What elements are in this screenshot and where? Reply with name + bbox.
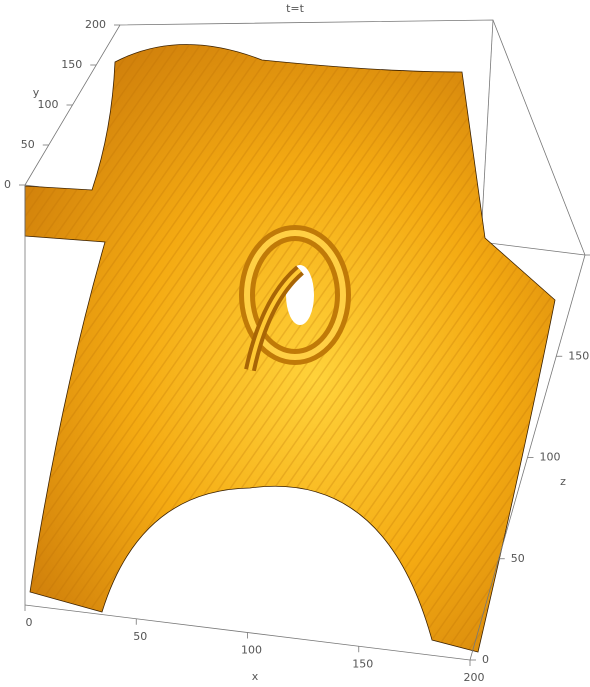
surface	[24, 44, 556, 653]
chart-title: t=t	[286, 2, 305, 15]
x-tick-label: 50	[133, 630, 147, 643]
z-tick-label: 150	[568, 349, 589, 362]
x-axis-label: x	[252, 670, 259, 683]
x-tick-label: 0	[26, 616, 33, 629]
y-axis-label: y	[33, 86, 40, 99]
z-tick-label: 0	[482, 653, 489, 666]
x-tick-label: 150	[352, 657, 373, 670]
z-tick-label: 50	[511, 552, 525, 565]
y-tick-label: 150	[61, 58, 82, 71]
z-axis-label: z	[560, 475, 566, 488]
y-tick-label: 0	[4, 178, 11, 191]
z-tick-label: 100	[540, 451, 561, 464]
y-tick-label: 50	[21, 138, 35, 151]
y-tick-label: 100	[38, 98, 59, 111]
x-tick-label: 100	[241, 644, 262, 657]
y-tick-label: 200	[85, 18, 106, 31]
x-tick-label: 200	[464, 671, 485, 684]
